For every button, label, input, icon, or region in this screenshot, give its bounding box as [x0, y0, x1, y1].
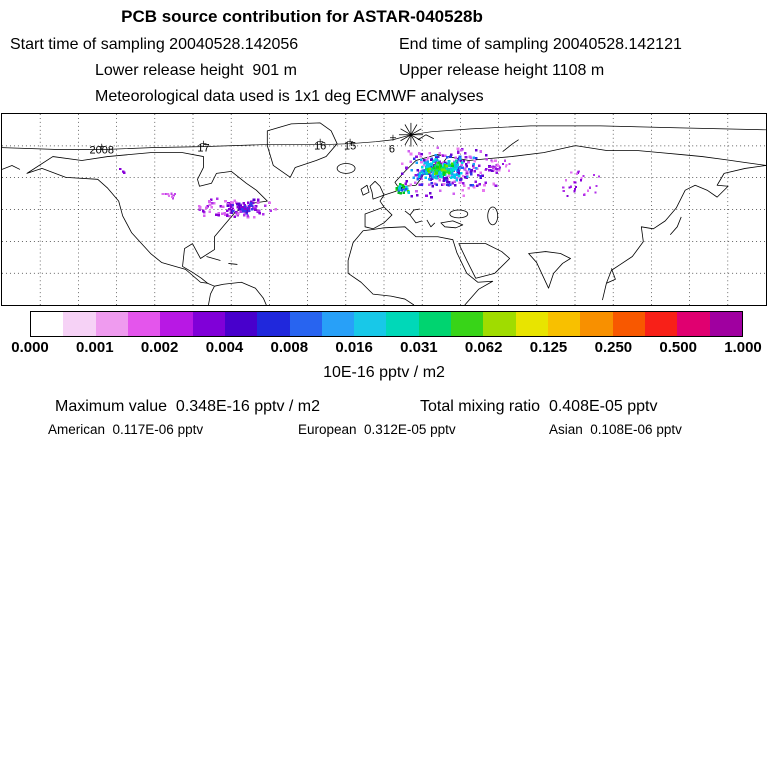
- figure-header: PCB source contribution for ASTAR-040528…: [0, 0, 768, 113]
- asian-contribution-label: Asian 0.108E-06 pptv: [549, 422, 682, 437]
- met-data-label: Meteorological data used is 1x1 deg ECMW…: [95, 88, 484, 105]
- colorbar-tick-label: 0.125: [529, 339, 568, 356]
- colorbar-cell: [515, 312, 548, 336]
- colorbar-tick-label: 0.016: [335, 339, 373, 356]
- colorbar-tick-label: 0.001: [76, 339, 114, 356]
- colorbar-tick-label: 0.500: [659, 339, 697, 356]
- colorbar-tick-label: 0.250: [594, 339, 633, 356]
- colorbar-tick-label: 0.062: [464, 339, 503, 356]
- map-graticule: [2, 114, 766, 305]
- colorbar-cell: [709, 312, 742, 336]
- colorbar-units-label: 10E-16 pptv / m2: [323, 364, 445, 381]
- track-time-label: 2008: [90, 145, 114, 157]
- colorbar-cell: [160, 312, 193, 336]
- colorbar-cell: [257, 312, 290, 336]
- colorbar-cell: [192, 312, 225, 336]
- colorbar-cell: [31, 312, 64, 336]
- start-time-label: Start time of sampling 20040528.142056: [10, 36, 299, 53]
- colorbar-cell: [483, 312, 516, 336]
- colorbar-cell: [677, 312, 710, 336]
- lower-release-height-label: Lower release height 901 m: [95, 62, 297, 79]
- colorbar-cell: [548, 312, 581, 336]
- track-time-label: 15: [344, 141, 356, 153]
- colorbar-cell: [418, 312, 452, 336]
- total-mixing-ratio-label: Total mixing ratio 0.408E-05 pptv: [420, 398, 658, 415]
- colorbar-area: 0.000 0.001 0.002 0.004 0.008 0.016 0.031 0.062…: [0, 306, 768, 386]
- track-time-labels: 2008 17 16 15 6: [90, 141, 395, 157]
- colorbar-cell: [386, 312, 419, 336]
- upper-release-height-label: Upper release height 1108 m: [399, 62, 605, 79]
- colorbar-cell: [95, 312, 128, 336]
- colorbar-tick-label: 1.000: [724, 339, 762, 356]
- maximum-value-label: Maximum value 0.348E-16 pptv / m2: [55, 398, 321, 415]
- world-map-svg: 2008 17 16 15 6: [2, 114, 766, 305]
- colorbar-cell: [644, 312, 678, 336]
- colorbar-tick-label: 0.000: [11, 339, 49, 356]
- plume-pixels: [119, 146, 601, 219]
- european-contribution-label: European 0.312E-05 pptv: [298, 422, 456, 437]
- colorbar-tick-label: 0.031: [400, 339, 438, 356]
- american-contribution-label: American 0.117E-06 pptv: [48, 422, 204, 437]
- colorbar: [30, 311, 743, 337]
- colorbar-cell: [580, 312, 613, 336]
- colorbar-cell: [289, 312, 322, 336]
- figure: PCB source contribution for ASTAR-040528…: [0, 0, 768, 728]
- world-map-panel: 2008 17 16 15 6: [1, 113, 767, 306]
- track-time-label: 16: [314, 141, 326, 153]
- colorbar-cell: [127, 312, 161, 336]
- colorbar-tick-label: 0.008: [270, 339, 309, 356]
- colorbar-cell: [321, 312, 355, 336]
- colorbar-tick-label: 0.002: [140, 339, 179, 356]
- colorbar-cell: [451, 312, 484, 336]
- sampling-location-star-icon: [398, 122, 423, 147]
- colorbar-cell: [224, 312, 258, 336]
- colorbar-cell: [612, 312, 645, 336]
- statistics: Maximum value 0.348E-16 pptv / m2 Total …: [0, 386, 768, 728]
- figure-title: PCB source contribution for ASTAR-040528…: [121, 7, 483, 26]
- end-time-label: End time of sampling 20040528.142121: [399, 36, 682, 53]
- track-time-label: 17: [197, 143, 209, 155]
- track-time-label: 6: [389, 144, 395, 156]
- track-tick-marks: [98, 134, 396, 150]
- flight-track: [2, 125, 766, 150]
- colorbar-cell: [63, 312, 96, 336]
- colorbar-tick-label: 0.004: [205, 339, 244, 356]
- colorbar-cell: [354, 312, 387, 336]
